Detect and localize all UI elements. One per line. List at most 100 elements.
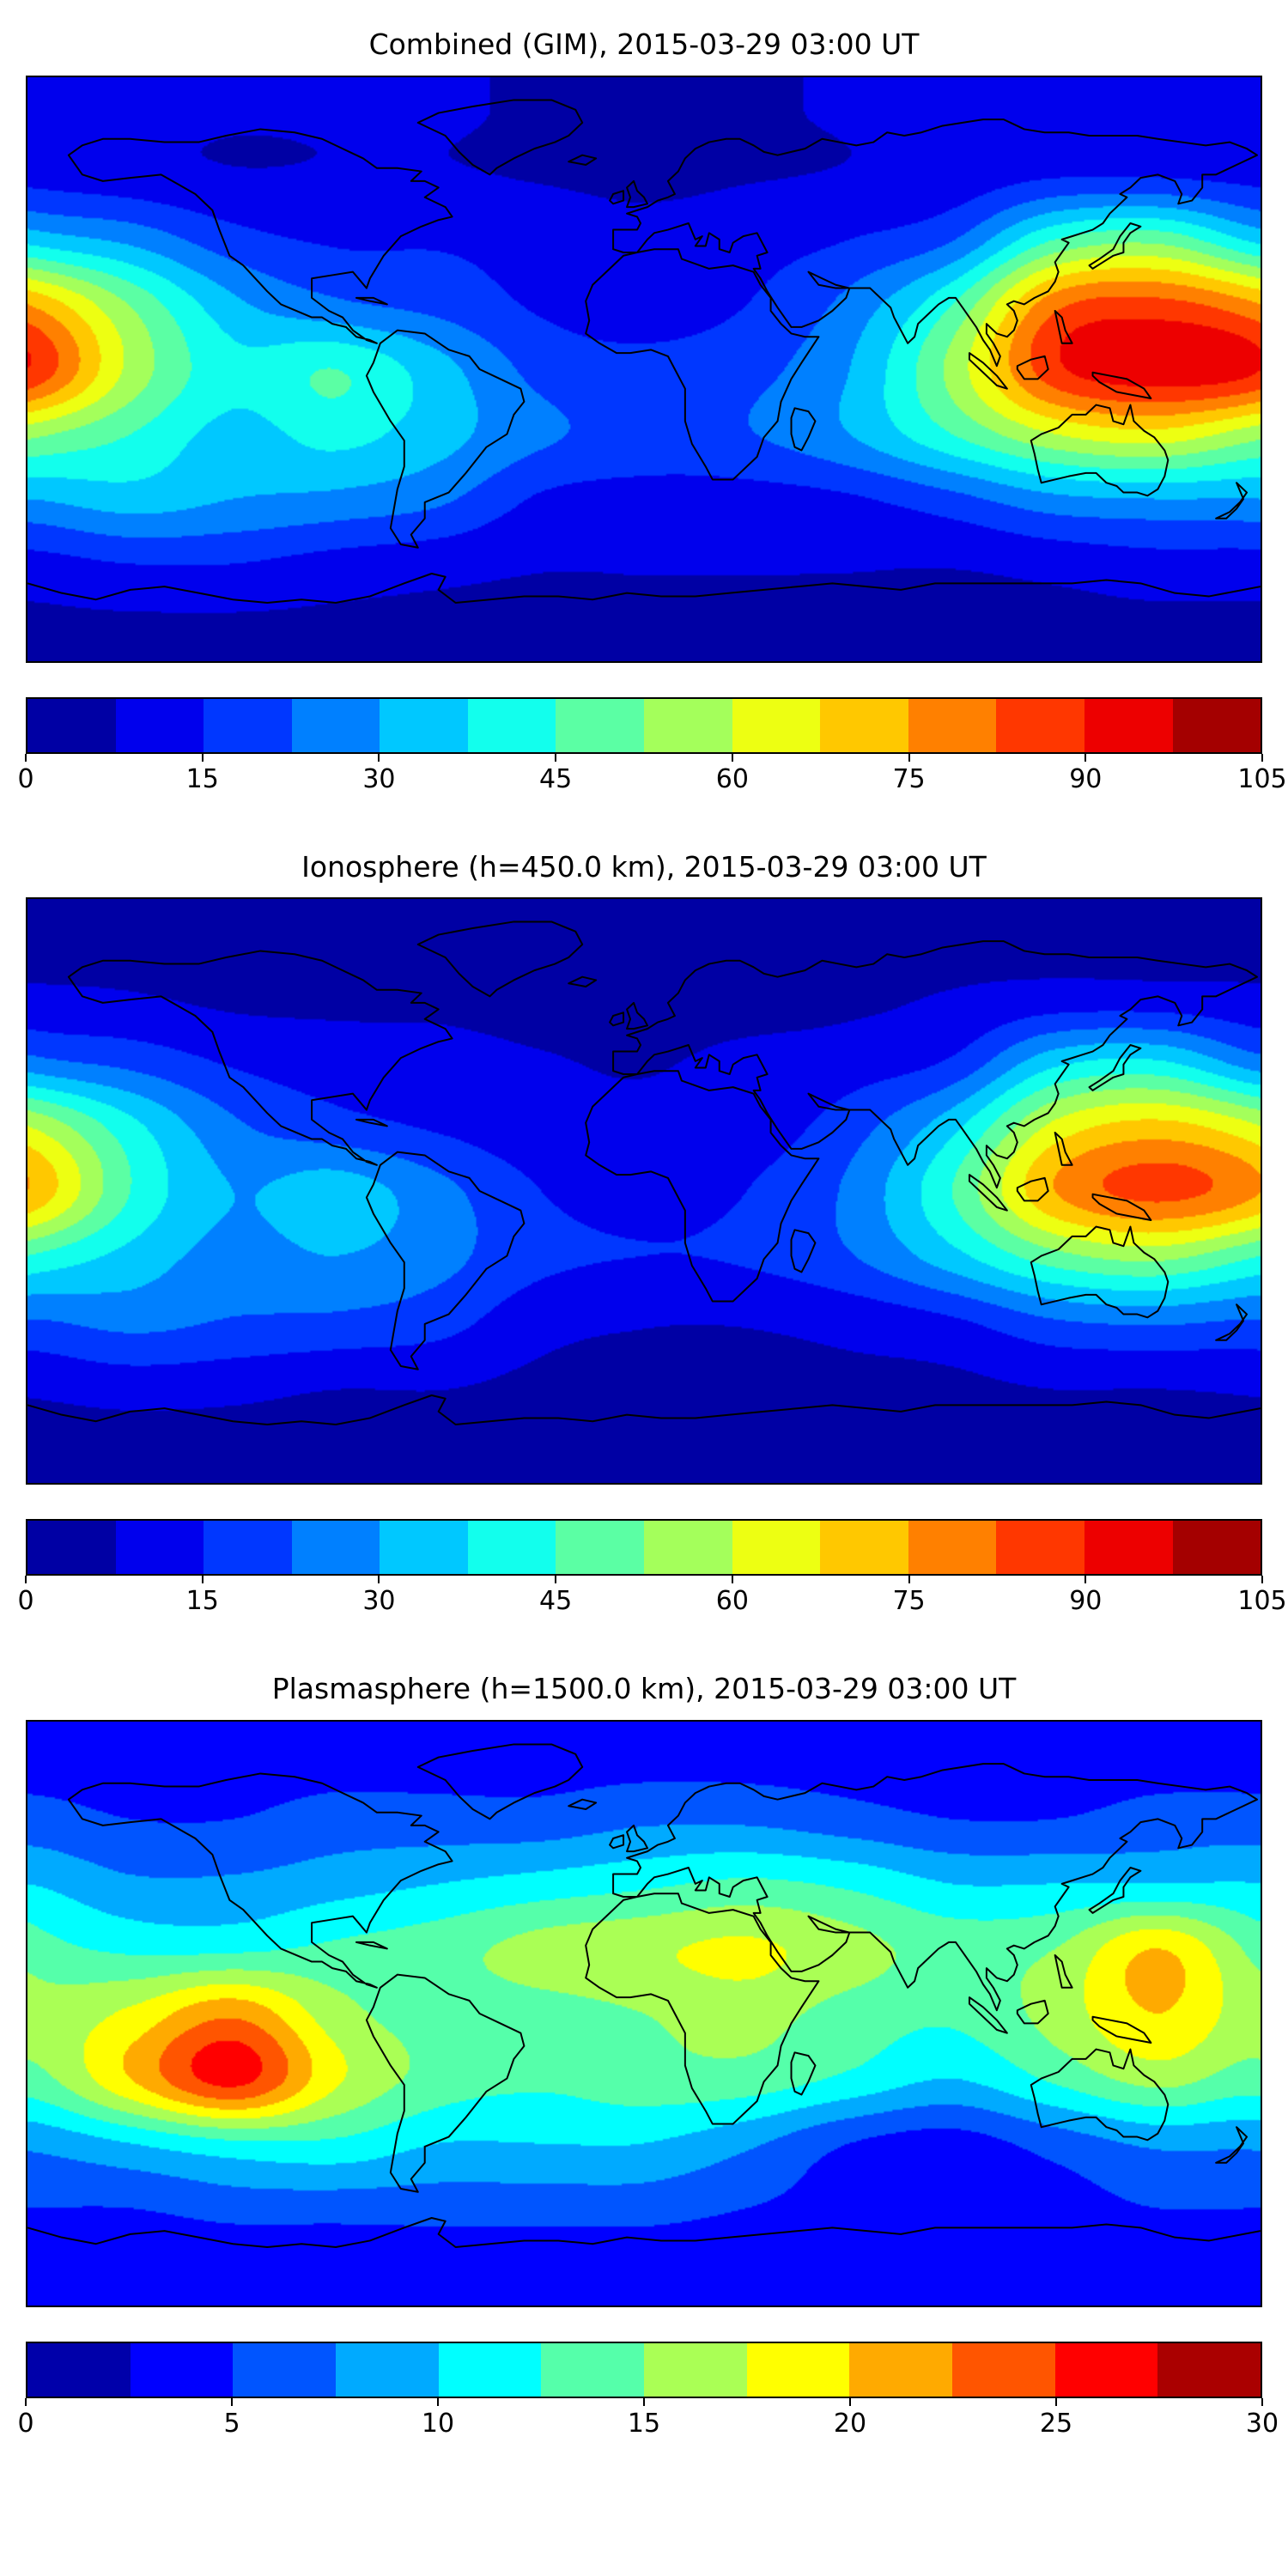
colorbar-segment xyxy=(644,698,732,752)
colorbar-segment xyxy=(27,2342,131,2397)
tec-field-canvas xyxy=(27,1721,1261,2306)
colorbar-tick-label: 25 xyxy=(1039,2408,1073,2439)
figure-page: { "page": { "background": "#ffffff", "co… xyxy=(17,0,1287,2445)
colorbar-tick-label: 90 xyxy=(1069,763,1103,794)
colorbar-tick-mark xyxy=(908,753,910,762)
colorbar-segment xyxy=(291,698,380,752)
colorbar-segment xyxy=(438,2342,542,2397)
tec-map-figure-combined: Combined (GIM), 2015-03-29 03:00 UT 0 15 3… xyxy=(17,0,1287,800)
colorbar-tick-label: 30 xyxy=(1245,2408,1279,2439)
colorbar-segment xyxy=(380,1521,468,1575)
colorbar-tick-mark xyxy=(1084,1576,1087,1584)
colorbar-segment xyxy=(732,1521,821,1575)
colorbar-segment xyxy=(130,2342,234,2397)
colorbar-segment xyxy=(996,1521,1084,1575)
figure-title: Combined (GIM), 2015-03-29 03:00 UT xyxy=(368,27,920,61)
colorbar xyxy=(26,1519,1262,1577)
colorbar-tick-mark xyxy=(231,2397,233,2406)
colorbar-tick-mark xyxy=(908,1576,910,1584)
colorbar-segment xyxy=(115,698,204,752)
colorbar-tick-label: 90 xyxy=(1069,1586,1103,1617)
colorbar-segment xyxy=(556,698,645,752)
colorbar-segment xyxy=(467,1521,556,1575)
colorbar-tick-label: 30 xyxy=(362,1586,396,1617)
colorbar-segment xyxy=(908,1521,997,1575)
colorbar-tick-label: 10 xyxy=(421,2408,455,2439)
colorbar-segment xyxy=(27,698,116,752)
colorbar-segment xyxy=(820,698,908,752)
tec-field-canvas xyxy=(27,76,1261,661)
colorbar-segment xyxy=(27,1521,116,1575)
colorbar-tick-label: 45 xyxy=(539,1586,573,1617)
colorbar-tick-label: 30 xyxy=(362,763,396,794)
colorbar-segment xyxy=(1172,698,1261,752)
colorbar-tick-mark xyxy=(1261,2397,1263,2406)
colorbar-tick-mark xyxy=(555,753,557,762)
colorbar-tick-row: 0 15 30 45 60 75 90 105 xyxy=(17,753,1287,800)
colorbar-tick-label: 15 xyxy=(627,2408,661,2439)
colorbar-segment xyxy=(204,698,292,752)
world-map xyxy=(26,75,1262,663)
colorbar-tick-label: 45 xyxy=(539,763,573,794)
tec-field-canvas xyxy=(27,899,1261,1484)
colorbar-tick-label: 75 xyxy=(892,1586,926,1617)
coastlines-overlay xyxy=(27,1722,1261,2306)
colorbar-tick-label: 105 xyxy=(1237,763,1287,794)
colorbar-segment xyxy=(1084,1521,1173,1575)
tec-map-figure-ionosphere: Ionosphere (h=450.0 km), 2015-03-29 03:0… xyxy=(17,850,1287,1623)
colorbar-segment xyxy=(115,1521,204,1575)
colorbar-segment xyxy=(732,698,821,752)
colorbar-segment xyxy=(556,1521,645,1575)
colorbar-tick-label: 0 xyxy=(17,2408,34,2439)
colorbar-tick-mark xyxy=(378,1576,380,1584)
colorbar-segment xyxy=(644,1521,732,1575)
colorbar-tick-mark xyxy=(849,2397,851,2406)
colorbar-tick-mark xyxy=(1084,753,1087,762)
colorbar-tick-mark xyxy=(437,2397,439,2406)
colorbar-segment xyxy=(380,698,468,752)
colorbar-tick-mark xyxy=(378,753,380,762)
coastlines-overlay xyxy=(27,899,1261,1483)
colorbar-segment xyxy=(1172,1521,1261,1575)
colorbar-tick-label: 15 xyxy=(185,1586,219,1617)
colorbar-segment xyxy=(952,2342,1055,2397)
colorbar-tick-row: 0 15 30 45 60 75 90 105 xyxy=(17,1576,1287,1622)
colorbar-segment xyxy=(820,1521,908,1575)
colorbar-tick-label: 15 xyxy=(185,763,219,794)
colorbar-tick-mark xyxy=(1261,1576,1263,1584)
colorbar-segment xyxy=(541,2342,645,2397)
colorbar-segment xyxy=(233,2342,337,2397)
colorbar-tick-row: 0 5 10 15 20 25 30 xyxy=(17,2397,1279,2445)
colorbar-tick-label: 0 xyxy=(17,1586,34,1617)
colorbar-tick-label: 20 xyxy=(833,2408,867,2439)
colorbar-tick-mark xyxy=(1261,753,1263,762)
colorbar-tick-label: 60 xyxy=(715,763,749,794)
world-map xyxy=(26,897,1262,1485)
colorbar-tick-mark xyxy=(731,753,733,762)
colorbar-segment xyxy=(908,698,997,752)
colorbar-tick-label: 75 xyxy=(892,763,926,794)
colorbar-tick-mark xyxy=(25,753,27,762)
colorbar-segment xyxy=(204,1521,292,1575)
colorbar-segment xyxy=(1054,2342,1158,2397)
colorbar-tick-mark xyxy=(25,2397,27,2406)
colorbar-segment xyxy=(746,2342,850,2397)
colorbar-tick-label: 105 xyxy=(1237,1586,1287,1617)
colorbar-segment xyxy=(996,698,1084,752)
colorbar-segment xyxy=(1084,698,1173,752)
colorbar-tick-label: 0 xyxy=(17,763,34,794)
figure-title: Plasmasphere (h=1500.0 km), 2015-03-29 0… xyxy=(271,1672,1017,1706)
colorbar-tick-mark xyxy=(1055,2397,1057,2406)
colorbar-tick-mark xyxy=(201,1576,204,1584)
coastlines-overlay xyxy=(27,77,1261,661)
colorbar-tick-label: 5 xyxy=(223,2408,240,2439)
colorbar-segment xyxy=(1157,2342,1261,2397)
tec-map-figure-plasmasphere: Plasmasphere (h=1500.0 km), 2015-03-29 0… xyxy=(17,1672,1279,2445)
colorbar-segment xyxy=(467,698,556,752)
colorbar-tick-mark xyxy=(555,1576,557,1584)
colorbar-tick-mark xyxy=(25,1576,27,1584)
colorbar-tick-mark xyxy=(201,753,204,762)
colorbar-segment xyxy=(644,2342,747,2397)
colorbar-segment xyxy=(336,2342,439,2397)
colorbar-tick-mark xyxy=(731,1576,733,1584)
